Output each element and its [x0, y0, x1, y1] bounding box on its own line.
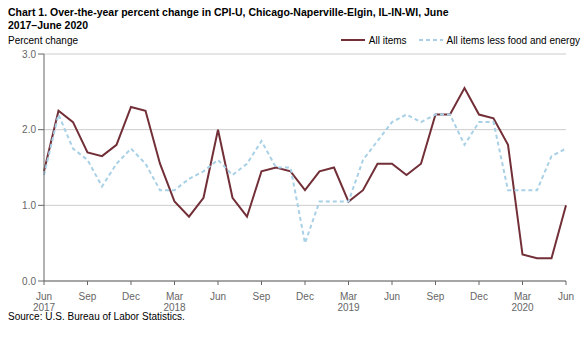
svg-text:3.0: 3.0 — [22, 49, 36, 60]
svg-text:Jun: Jun — [384, 291, 400, 302]
svg-text:0.0: 0.0 — [22, 276, 36, 287]
svg-text:Dec: Dec — [296, 291, 314, 302]
svg-text:Dec: Dec — [122, 291, 140, 302]
svg-text:Jun: Jun — [210, 291, 226, 302]
svg-text:Jun2017: Jun2017 — [33, 291, 56, 311]
html-text:All items: All items — [368, 34, 407, 46]
svg-text:Sep: Sep — [427, 291, 445, 302]
html-text:Source: U.S. Bureau of Labor S: Source: U.S. Bureau of Labor Statistics. — [8, 311, 185, 322]
svg-text:Dec: Dec — [470, 291, 488, 302]
svg-text:Mar2020: Mar2020 — [511, 291, 534, 311]
svg-text:Sep: Sep — [253, 291, 271, 302]
svg-text:1.0: 1.0 — [22, 200, 36, 211]
html-text:Percent change: Percent change — [8, 34, 79, 46]
html-text:Chart 1. Over-the-year percent: Chart 1. Over-the-year percent change in… — [8, 6, 449, 18]
html-text:All items less food and energy: All items less food and energy — [446, 34, 580, 46]
svg-text:2.0: 2.0 — [22, 124, 36, 135]
svg-text:Jun: Jun — [558, 291, 574, 302]
svg-text:Sep: Sep — [79, 291, 97, 302]
svg-text:Mar2018: Mar2018 — [163, 291, 186, 311]
html-text:2017–June 2020: 2017–June 2020 — [8, 19, 88, 31]
svg-text:Mar2019: Mar2019 — [337, 291, 360, 311]
